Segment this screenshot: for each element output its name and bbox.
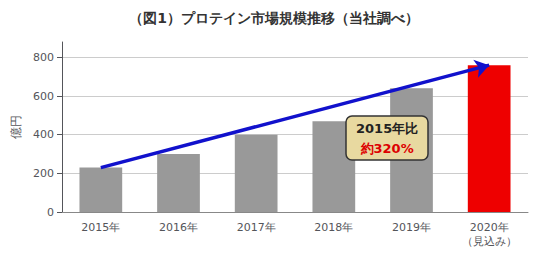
svg-text:2020年: 2020年: [470, 221, 509, 234]
svg-text:約320%: 約320%: [360, 141, 414, 156]
svg-text:2017年: 2017年: [237, 221, 276, 234]
svg-text:200: 200: [33, 167, 54, 180]
svg-text:2015年: 2015年: [81, 221, 120, 234]
svg-text:（図1）プロテイン市場規模推移（当社調べ）: （図1）プロテイン市場規模推移（当社調べ）: [129, 10, 419, 26]
svg-text:2015年比: 2015年比: [356, 121, 418, 136]
svg-text:2018年: 2018年: [314, 221, 353, 234]
svg-text:0: 0: [47, 206, 54, 219]
svg-text:2019年: 2019年: [392, 221, 431, 234]
svg-text:億円: 億円: [9, 115, 23, 139]
svg-text:2016年: 2016年: [159, 221, 198, 234]
svg-text:600: 600: [33, 90, 54, 103]
svg-text:800: 800: [33, 51, 54, 64]
svg-text:（見込み）: （見込み）: [462, 235, 517, 248]
svg-text:400: 400: [33, 128, 54, 141]
